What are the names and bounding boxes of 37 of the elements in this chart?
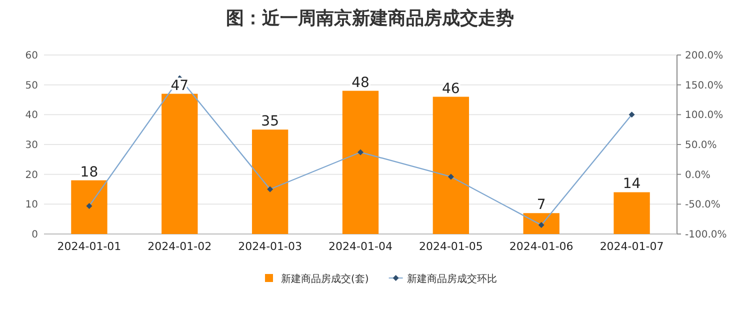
- bar: [71, 180, 108, 234]
- y2-tick-label: 100.0%: [685, 110, 724, 122]
- y-tick-label: 20: [25, 170, 38, 181]
- bar: [162, 94, 198, 234]
- chart-title: 图：近一周南京新建商品房成交走势: [226, 8, 514, 29]
- bar: [614, 192, 650, 234]
- x-tick-label: 2024-01-02: [148, 240, 212, 253]
- legend-label: 新建商品房成交环比: [406, 273, 497, 285]
- x-tick-label: 2024-01-03: [238, 240, 302, 253]
- y2-tick-label: -50.0%: [685, 200, 720, 211]
- data-label: 7: [536, 197, 546, 214]
- y-tick-label: 10: [25, 200, 38, 211]
- x-tick-label: 2024-01-01: [57, 240, 122, 253]
- x-tick-label: 2024-01-06: [509, 240, 574, 253]
- y2-tick-label: 200.0%: [685, 50, 724, 62]
- data-label: 18: [80, 164, 98, 180]
- y-tick-label: 40: [25, 110, 38, 122]
- y-tick-label: 50: [25, 80, 38, 92]
- y2-tick-label: 150.0%: [685, 80, 724, 92]
- x-tick-label: 2024-01-05: [418, 240, 483, 253]
- data-label: 35: [261, 114, 279, 130]
- y2-tick-label: 50.0%: [685, 140, 717, 151]
- y2-tick-label: 0.0%: [685, 170, 710, 181]
- bar: [432, 96, 470, 234]
- data-label: 46: [442, 80, 460, 97]
- x-tick-label: 2024-01-07: [600, 240, 664, 253]
- y-tick-label: 60: [25, 50, 38, 62]
- y-tick-label: 30: [25, 140, 38, 151]
- y2-tick-label: -100.0%: [685, 230, 727, 240]
- data-label: 48: [352, 74, 370, 91]
- y-tick-label: 0: [32, 230, 38, 240]
- legend-label: 新建商品房成交(套): [281, 273, 369, 285]
- bar: [342, 90, 379, 234]
- bar: [252, 130, 288, 234]
- bar: [523, 213, 560, 234]
- x-tick-label: 2024-01-04: [328, 240, 392, 253]
- data-label: 14: [622, 176, 641, 192]
